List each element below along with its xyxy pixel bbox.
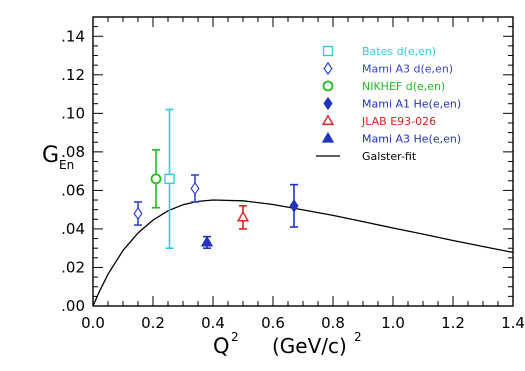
data-point [190, 174, 200, 203]
legend: Bates d(e,en) Mami A3 d(e,en) NIKHEF d(e,e… [316, 45, 461, 163]
x-tick-label: 0.2 [141, 314, 165, 332]
data-point [289, 183, 299, 228]
y-axis-title-base: G [42, 143, 59, 168]
tick-labels: 0.0 0.2 0.4 0.6 0.8 1.0 1.2 1.4 .00 .02 .04 .06 .08.… [61, 27, 525, 332]
x-axis-title-unit-sup: 2 [354, 330, 362, 344]
legend-label: Mami A1 He(e,en) [362, 98, 461, 111]
legend-label: Bates d(e,en) [362, 45, 436, 58]
data-point [164, 108, 175, 249]
legend-marker [321, 114, 335, 126]
point-marker [200, 235, 214, 247]
legend-item: Galster-fit [316, 150, 417, 163]
legend-label: Mami A3 d(e,en) [362, 63, 453, 76]
x-tick-label: 0.8 [321, 314, 345, 332]
legend-item: JLAB E93-026 [321, 114, 436, 128]
x-axis-title-base: Q [213, 334, 230, 358]
legend-item: Mami A1 He(e,en) [323, 96, 461, 111]
x-tick-label: 0.4 [201, 314, 225, 332]
legend-marker [322, 45, 334, 57]
data-point [200, 235, 214, 249]
x-tick-label: 0.6 [261, 314, 285, 332]
y-tick-label: .04 [61, 220, 85, 238]
x-tick-label: 1.4 [501, 314, 525, 332]
y-tick-label: .08 [61, 143, 85, 161]
data-points-layer [133, 108, 299, 249]
legend-marker [323, 61, 333, 76]
legend-marker [323, 96, 333, 111]
x-tick-label: 1.2 [441, 314, 465, 332]
point-marker [133, 206, 143, 221]
legend-item: Mami A3 He(e,en) [321, 131, 461, 146]
x-tick-label: 0.0 [81, 314, 105, 332]
legend-item: NIKHEF d(e,en) [322, 80, 445, 93]
y-tick-label: .14 [61, 27, 85, 45]
point-marker [289, 199, 299, 213]
y-axis-title-subscript: En [59, 158, 74, 172]
legend-marker [322, 80, 334, 92]
x-tick-label: 1.0 [381, 314, 405, 332]
legend-label: JLAB E93-026 [361, 115, 436, 128]
legend-label: Galster-fit [362, 150, 417, 163]
axis-ticks [92, 16, 514, 307]
x-axis-title-sup: 2 [231, 330, 239, 344]
y-tick-label: .10 [61, 104, 85, 122]
legend-item: Bates d(e,en) [322, 45, 436, 58]
galster-fit-layer [92, 199, 514, 307]
x-axis-title-unit: (GeV/c) [272, 334, 347, 358]
legend-item: Mami A3 d(e,en) [323, 61, 453, 76]
legend-label: Mami A3 He(e,en) [362, 133, 461, 146]
point-marker [190, 181, 200, 196]
y-tick-label: .06 [61, 181, 85, 199]
data-point [236, 205, 250, 230]
galster-fit-curve [92, 199, 514, 307]
point-marker [150, 173, 162, 185]
y-tick-label: .02 [61, 258, 85, 276]
data-point [150, 149, 162, 209]
data-point [133, 201, 143, 226]
point-marker [164, 173, 175, 185]
legend-marker [321, 131, 335, 143]
y-tick-label: .12 [61, 66, 85, 84]
y-axis-title: G [42, 143, 59, 168]
y-tick-label: .00 [61, 297, 85, 315]
point-marker [236, 210, 250, 222]
legend-label: NIKHEF d(e,en) [362, 80, 445, 93]
